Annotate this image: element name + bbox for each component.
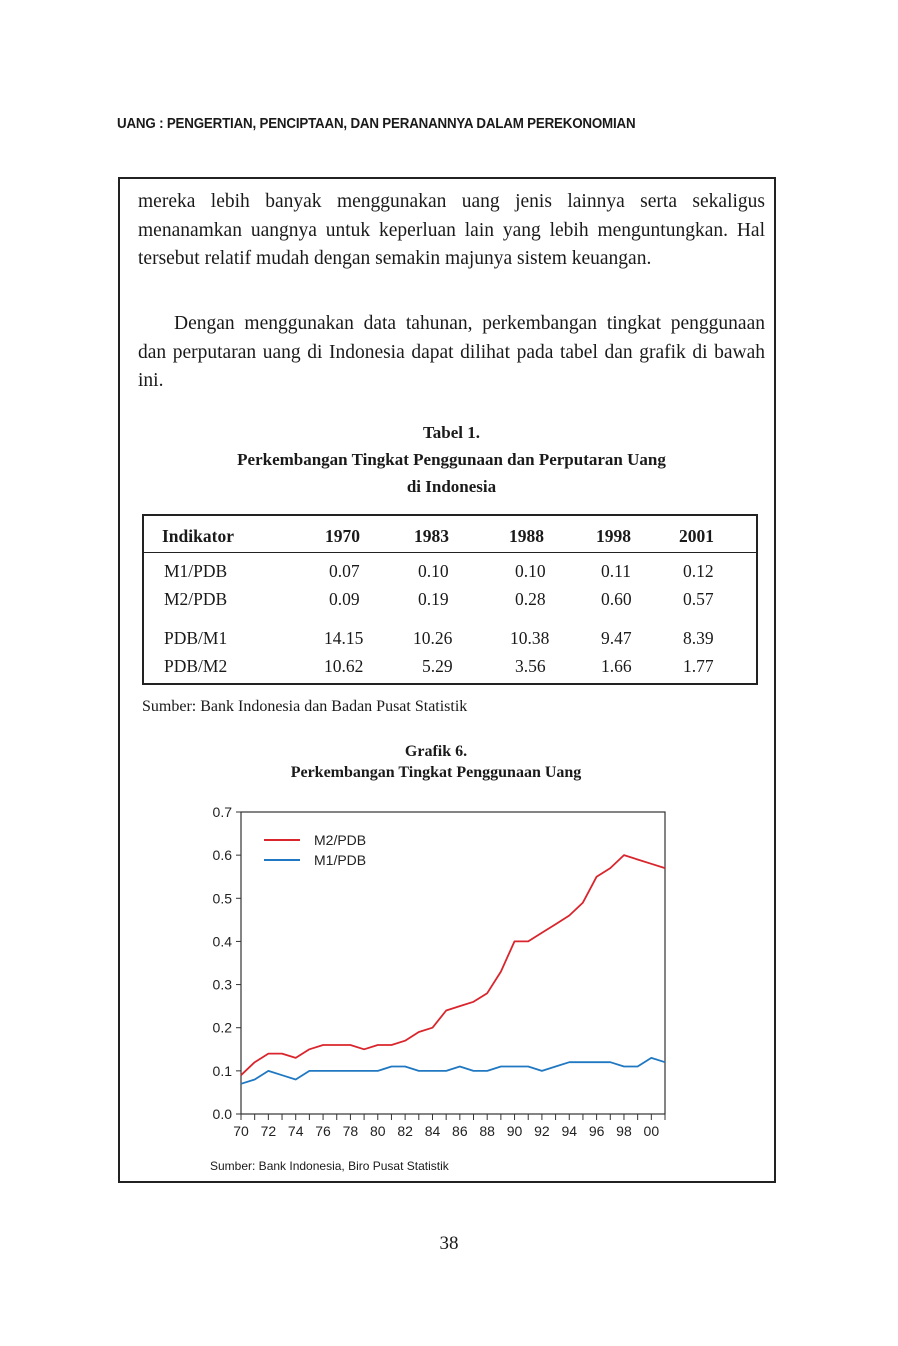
table-cell: 10.62 — [324, 656, 364, 676]
x-tick-label: 72 — [261, 1123, 277, 1139]
table-cell: M1/PDB — [164, 561, 228, 581]
data-table: Indikator 1970 1983 1988 1998 2001 M1/PD… — [142, 514, 758, 685]
chart-title: Grafik 6. — [404, 743, 468, 760]
table-cell: 0.28 — [515, 589, 546, 609]
table-cell: 0.09 — [329, 589, 360, 609]
chart-source: Sumber: Bank Indonesia, Biro Pusat Stati… — [210, 1159, 449, 1173]
x-tick-label: 94 — [561, 1123, 577, 1139]
table-cell: 0.07 — [329, 561, 360, 581]
table-cell: 0.12 — [683, 561, 714, 581]
table-source: Sumber: Bank Indonesia dan Badan Pusat S… — [142, 698, 468, 715]
table-header-cell: 1970 — [325, 526, 360, 546]
table-cell: 0.57 — [683, 589, 714, 609]
table-cell: PDB/M2 — [164, 656, 228, 676]
legend-label: M2/PDB — [314, 832, 366, 848]
x-tick-label: 74 — [288, 1123, 304, 1139]
paragraph-1: mereka lebih banyak menggunakan uang jen… — [138, 191, 765, 269]
x-tick-label: 96 — [589, 1123, 605, 1139]
table-cell: 5.29 — [422, 656, 453, 676]
table-cell: 14.15 — [324, 628, 364, 648]
x-tick-label: 76 — [315, 1123, 331, 1139]
table-cell: PDB/M1 — [164, 628, 228, 648]
y-tick-label: 0.4 — [213, 933, 233, 949]
legend-label: M1/PDB — [314, 852, 366, 868]
table-header-cell: Indikator — [162, 526, 234, 546]
table-cell: 0.19 — [418, 589, 449, 609]
y-tick-label: 0.3 — [213, 977, 233, 993]
y-tick-label: 0.1 — [213, 1063, 233, 1079]
x-tick-label: 00 — [644, 1123, 660, 1139]
chart-subtitle: Perkembangan Tingkat Penggunaan Uang — [290, 764, 582, 781]
x-tick-label: 82 — [397, 1123, 413, 1139]
series-line-m2-pdb — [240, 854, 666, 1076]
table-header-divider — [144, 552, 756, 553]
paragraph-2: Dengan menggunakan data tahunan, perkemb… — [138, 313, 765, 391]
table-caption-subtitle: di Indonesia — [406, 477, 497, 496]
table-cell: 0.60 — [601, 589, 632, 609]
table-cell: 10.38 — [510, 628, 550, 648]
table-cell: 1.77 — [683, 656, 714, 676]
x-tick-label: 92 — [534, 1123, 550, 1139]
table-header-cell: 1998 — [596, 526, 631, 546]
table-cell: 0.11 — [601, 561, 631, 581]
x-tick-label: 70 — [233, 1123, 249, 1139]
x-tick-label: 90 — [507, 1123, 523, 1139]
table-header-cell: 1988 — [509, 526, 544, 546]
table-cell: M2/PDB — [164, 589, 228, 609]
table-header-cell: 2001 — [679, 526, 714, 546]
running-head: UANG : PENGERTIAN, PENCIPTAAN, DAN PERAN… — [117, 116, 636, 132]
content-frame — [118, 177, 776, 1183]
page-number: 38 — [439, 1233, 459, 1254]
y-tick-label: 0.2 — [213, 1020, 233, 1036]
y-tick-label: 0.7 — [213, 804, 233, 820]
x-tick-label: 80 — [370, 1123, 386, 1139]
table-cell: 0.10 — [515, 561, 546, 581]
table-cell: 10.26 — [413, 628, 453, 648]
table-cell: 0.10 — [418, 561, 449, 581]
table-cell: 8.39 — [683, 628, 714, 648]
table-cell: 3.56 — [515, 656, 546, 676]
table-caption-title: Perkembangan Tingkat Penggunaan dan Perp… — [237, 450, 666, 469]
table-cell: 1.66 — [601, 656, 632, 676]
y-tick-label: 0.0 — [213, 1106, 233, 1122]
y-tick-label: 0.5 — [213, 890, 233, 906]
x-tick-label: 84 — [425, 1123, 441, 1139]
series-line-m1-pdb — [240, 1057, 666, 1085]
plot-area — [240, 811, 666, 1115]
x-tick-label: 88 — [479, 1123, 495, 1139]
x-tick-label: 78 — [343, 1123, 359, 1139]
table-caption-label: Tabel 1. — [422, 423, 480, 442]
x-tick-label: 98 — [616, 1123, 632, 1139]
table-header-cell: 1983 — [414, 526, 449, 546]
table-cell: 9.47 — [601, 628, 632, 648]
x-tick-label: 86 — [452, 1123, 468, 1139]
y-tick-label: 0.6 — [213, 847, 233, 863]
